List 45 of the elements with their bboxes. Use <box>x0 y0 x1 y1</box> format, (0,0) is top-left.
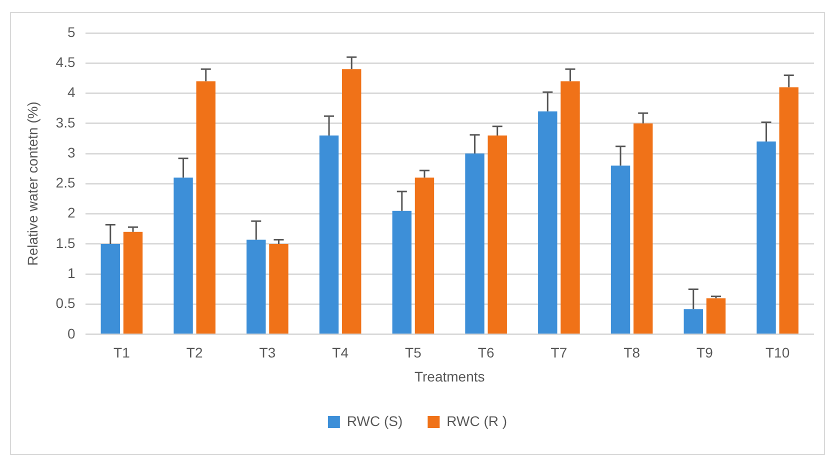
bar <box>538 111 558 334</box>
bar <box>196 81 216 334</box>
bar <box>319 135 339 334</box>
bar <box>414 178 434 334</box>
x-tick-label: T4 <box>332 344 349 361</box>
y-tick-label: 2 <box>67 204 76 221</box>
bar <box>706 298 726 334</box>
bar <box>756 142 776 334</box>
y-tick-label: 1 <box>67 264 76 281</box>
y-tick-label: 0 <box>67 325 76 342</box>
bar <box>246 240 266 334</box>
bar <box>610 166 630 334</box>
bar <box>123 232 143 334</box>
y-tick-label: 4 <box>67 84 76 100</box>
x-tick-label: T6 <box>478 344 494 361</box>
x-tick-label: T10 <box>766 344 790 361</box>
y-tick-label: 3.5 <box>56 114 76 130</box>
y-tick-label: 4.5 <box>56 54 76 70</box>
bar <box>174 178 193 334</box>
y-tick-label: 2.5 <box>56 174 76 191</box>
y-tick-label: 1.5 <box>56 234 76 251</box>
bar <box>779 87 798 334</box>
x-tick-label: T9 <box>696 344 714 361</box>
x-tick-label: T2 <box>186 344 203 361</box>
bar <box>269 244 288 334</box>
y-tick-label: 0.5 <box>56 295 76 312</box>
x-tick-label: T7 <box>550 344 568 361</box>
x-tick-label: T3 <box>259 344 276 361</box>
bar <box>634 123 653 334</box>
x-tick-label: T8 <box>624 344 640 361</box>
bar <box>100 244 120 334</box>
legend-label: RWC (S) <box>346 412 403 429</box>
y-axis-title: Relative water contetn (%) <box>24 102 40 266</box>
x-tick-label: T1 <box>114 344 130 361</box>
bar <box>342 69 362 334</box>
x-axis-title: Treatments <box>414 368 485 384</box>
bar <box>392 210 412 334</box>
bar <box>560 81 580 334</box>
bar <box>488 135 507 334</box>
bar <box>465 154 484 334</box>
y-tick-label: 5 <box>67 24 76 40</box>
x-tick-label: T5 <box>405 344 422 361</box>
bar <box>684 309 703 334</box>
y-tick-label: 3 <box>67 144 76 160</box>
legend-label: RWC (R ) <box>446 412 508 429</box>
